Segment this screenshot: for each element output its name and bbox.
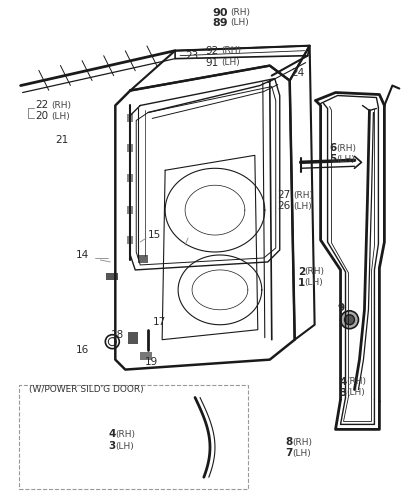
Text: 26: 26 [278, 201, 291, 211]
Text: 90: 90 [212, 8, 228, 18]
Text: (RH): (RH) [115, 430, 135, 439]
Text: (LH): (LH) [230, 18, 248, 27]
Text: (RH): (RH) [305, 267, 325, 276]
Text: 5: 5 [330, 154, 337, 164]
Bar [106, 273, 118, 280]
Text: 27: 27 [278, 190, 291, 200]
Text: (LH): (LH) [293, 449, 311, 458]
Circle shape [341, 311, 359, 329]
Text: (RH): (RH) [346, 377, 366, 386]
Bar [140, 352, 152, 360]
Text: (LH): (LH) [294, 202, 313, 211]
Text: (LH): (LH) [337, 155, 355, 164]
Text: 1: 1 [298, 278, 305, 288]
Text: 19: 19 [145, 357, 158, 367]
Text: (LH): (LH) [221, 58, 239, 67]
Text: (LH): (LH) [51, 112, 70, 121]
Text: (LH): (LH) [115, 442, 134, 451]
Text: 4: 4 [109, 429, 116, 439]
Bar [128, 332, 138, 344]
Text: 22: 22 [35, 101, 49, 111]
Text: 92: 92 [205, 46, 218, 56]
Bar [127, 236, 133, 244]
Text: (RH): (RH) [294, 191, 314, 200]
Text: 17: 17 [153, 317, 166, 327]
Bar [127, 174, 133, 182]
Text: 23: 23 [185, 51, 198, 61]
Text: 18: 18 [110, 330, 124, 340]
Text: 6: 6 [330, 143, 337, 153]
Text: 16: 16 [75, 345, 89, 355]
Text: 2: 2 [298, 267, 305, 277]
Bar [138, 255, 148, 263]
Text: (RH): (RH) [230, 8, 250, 17]
Bar [127, 144, 133, 152]
Text: (RH): (RH) [221, 46, 241, 55]
Bar [127, 206, 133, 214]
Text: 20: 20 [35, 112, 49, 122]
Text: (LH): (LH) [305, 278, 324, 287]
Text: (RH): (RH) [51, 101, 71, 110]
Text: 89: 89 [212, 18, 228, 28]
Text: 15: 15 [148, 230, 162, 240]
Text: 4: 4 [339, 376, 347, 386]
Text: (LH): (LH) [346, 388, 365, 397]
Text: 8: 8 [286, 437, 293, 447]
Text: (RH): (RH) [337, 144, 357, 153]
Text: (W/POWER SILD'G DOOR): (W/POWER SILD'G DOOR) [29, 385, 143, 394]
Text: 3: 3 [339, 387, 347, 397]
Text: 9: 9 [337, 303, 345, 313]
Text: 3: 3 [109, 441, 115, 451]
Text: (RH): (RH) [293, 438, 313, 447]
Circle shape [344, 315, 355, 325]
Text: 24: 24 [292, 68, 305, 78]
Bar [127, 115, 133, 123]
Text: 7: 7 [286, 448, 293, 458]
Text: 91: 91 [205, 58, 218, 68]
Text: 21: 21 [55, 135, 69, 145]
Text: 14: 14 [75, 250, 89, 260]
